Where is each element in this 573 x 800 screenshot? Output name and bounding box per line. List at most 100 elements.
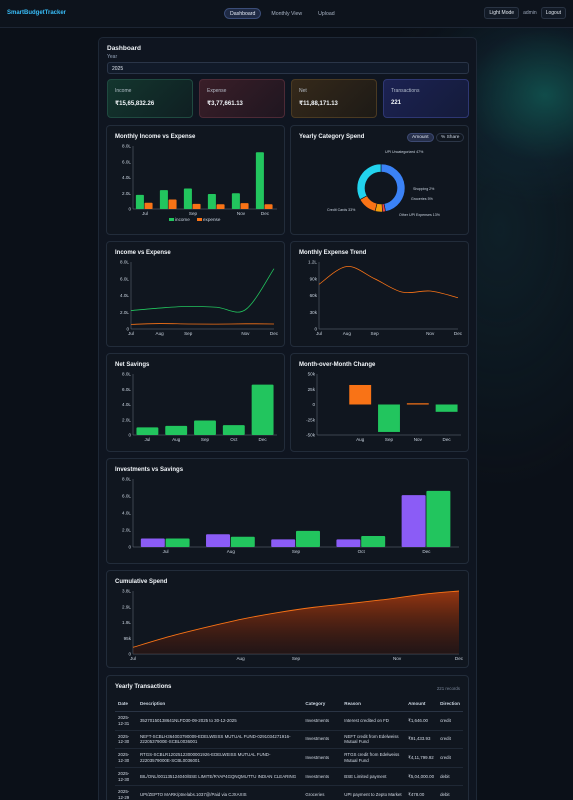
y-tick-label: 1.2L: [308, 260, 317, 265]
bar-expense: [264, 204, 273, 209]
cell-amount: ₹91,433.93: [405, 730, 438, 750]
slice-label: Groceries 5%: [411, 197, 434, 201]
bar-income: [159, 190, 168, 209]
bar-savings: [165, 538, 190, 547]
column-amount[interactable]: Amount: [405, 696, 438, 712]
table-row[interactable]: 2025-12-30 NEFT-SCBLH364003790009-EDELWEI…: [115, 730, 463, 750]
cell-category: Investments: [302, 730, 342, 750]
column-reason[interactable]: Reason: [341, 696, 406, 712]
net-savings-chart: 0 2.0L 4.0L 6.0L 8.0L Jul Aug Sep Oct Dec: [122, 372, 277, 442]
transactions-table: Date Description Category Reason Amount …: [115, 696, 463, 800]
x-tick-label: Sep: [189, 211, 198, 216]
table-row[interactable]: 2025-12-29 UPI/ZEPTO MARK/ptnelabs.1037@/…: [115, 785, 463, 800]
brand-logo[interactable]: SmartBudgetTracker: [7, 10, 67, 16]
amount-toggle[interactable]: Amount: [407, 133, 434, 142]
y-tick-label: 4.0L: [120, 293, 129, 298]
cell-date: 2025-12-29: [115, 785, 137, 800]
y-tick-label: 0: [126, 327, 129, 332]
logout-button[interactable]: Logout: [540, 7, 566, 19]
share-toggle[interactable]: % Share: [436, 133, 465, 142]
x-tick-label: Dec: [270, 331, 279, 336]
bar-expense: [192, 203, 201, 209]
x-tick-label: Nov: [393, 656, 402, 661]
column-category[interactable]: Category: [302, 696, 342, 712]
cell-description: RTGS-SCBLR12025123000001926-EDELWEISS MU…: [136, 748, 303, 768]
cell-reason: Interest credited on FD: [341, 711, 406, 731]
kpi-label: Expense: [207, 88, 227, 94]
chart-title: Cumulative Spend: [115, 579, 168, 585]
cell-date: 2025-12-30: [115, 767, 137, 787]
y-tick-label: 8.0L: [122, 372, 131, 377]
y-tick-label: 2.0L: [122, 191, 131, 196]
series-line: [130, 268, 275, 313]
table-row[interactable]: 2025-12-30 RTGS-SCBLR12025123000001926-ED…: [115, 748, 463, 768]
kpi-label: Net: [299, 88, 307, 94]
x-tick-label: Sep: [184, 331, 193, 336]
x-tick-label: Aug: [227, 549, 236, 554]
bar-mom-change: [378, 404, 400, 432]
chart-title: Investments vs Savings: [115, 467, 184, 473]
y-tick-label: 8.0L: [120, 260, 129, 265]
legend-label: expense: [203, 217, 221, 222]
y-tick-label: 2.9L: [122, 604, 131, 609]
x-tick-label: Aug: [156, 331, 165, 336]
column-direction[interactable]: Direction: [437, 696, 463, 712]
cumulative-chart: 0 95k 1.9L 2.9L 3.8L Jul Aug Sep Nov Dec: [122, 589, 464, 662]
series-line: [130, 323, 275, 325]
transactions-body: 2025-12-31 35270150138641NLFD30-09-2025 t…: [115, 711, 463, 800]
table-row[interactable]: 2025-12-31 35270150138641NLFD30-09-2025 t…: [115, 711, 463, 731]
kpi-value: ₹11,88,171.13: [299, 101, 338, 107]
y-tick-label: -50k: [306, 433, 316, 438]
column-description[interactable]: Description: [136, 696, 303, 712]
chart-title: Income vs Expense: [115, 250, 171, 256]
bar-income: [255, 152, 264, 209]
x-tick-label: Nov: [426, 331, 435, 336]
cell-amount: ₹4,11,799.92: [405, 748, 438, 768]
transactions-card: Yearly Transactions 221 records Date Des…: [106, 675, 469, 800]
cell-reason: UPI payment to Zepto Market: [341, 785, 406, 800]
slice-label: Shopping 2%: [413, 187, 435, 191]
bar-investments: [140, 538, 165, 547]
y-tick-label: 8.0L: [122, 477, 131, 482]
bar-net-savings: [165, 425, 188, 435]
x-tick-label: Aug: [356, 437, 365, 442]
column-date[interactable]: Date: [115, 696, 137, 712]
kpi-value: ₹15,65,832.26: [115, 101, 155, 107]
cell-amount: ₹1,646.00: [405, 711, 438, 731]
x-tick-label: Dec: [422, 549, 431, 554]
y-tick-label: 6.0L: [120, 276, 129, 281]
tab-dashboard[interactable]: Dashboard: [224, 8, 262, 19]
x-tick-label: Aug: [343, 331, 352, 336]
table-row[interactable]: 2025-12-30 BIL/ONL/001135124040/BSE LIMIT…: [115, 767, 463, 787]
cell-category: Investments: [302, 767, 342, 787]
bar-net-savings: [136, 427, 159, 435]
tab-upload[interactable]: Upload: [318, 11, 335, 17]
kpi-label: Transactions: [391, 88, 420, 94]
x-tick-label: Sep: [292, 656, 301, 661]
transactions-title: Yearly Transactions: [115, 684, 172, 690]
year-input[interactable]: 2025: [107, 62, 469, 74]
tab-monthly-view[interactable]: Monthly View: [271, 11, 303, 17]
kpi-value: ₹3,77,661.13: [207, 101, 243, 107]
category-chart-card: Yearly Category Spend Amount % Share UPI…: [290, 125, 469, 235]
x-tick-label: Jul: [163, 549, 169, 554]
y-tick-label: 6.0L: [122, 387, 131, 392]
light-mode-button[interactable]: Light Mode: [484, 7, 520, 19]
y-tick-label: 30k: [310, 310, 318, 315]
bar-savings: [230, 536, 255, 547]
y-tick-label: 8.0L: [122, 144, 131, 149]
y-tick-label: 0: [128, 207, 131, 212]
kpi-label: Income: [115, 88, 132, 94]
kpi-income-card: Income ₹15,65,832.26: [107, 79, 193, 118]
bar-net-savings: [194, 420, 216, 435]
bar-net-savings: [222, 425, 245, 435]
cell-category: Groceries: [302, 785, 342, 800]
cell-category: Investments: [302, 748, 342, 768]
y-tick-label: 0: [128, 545, 131, 550]
series-line: [132, 590, 460, 648]
bar-income: [183, 188, 192, 209]
y-tick-label: 3.8L: [122, 589, 131, 594]
y-tick-label: 0: [128, 433, 131, 438]
nav-tabs: Dashboard Monthly View Upload: [224, 8, 341, 19]
cell-description: NEFT-SCBLH364003790009-EDELWEISS MUTUAL …: [136, 730, 303, 750]
